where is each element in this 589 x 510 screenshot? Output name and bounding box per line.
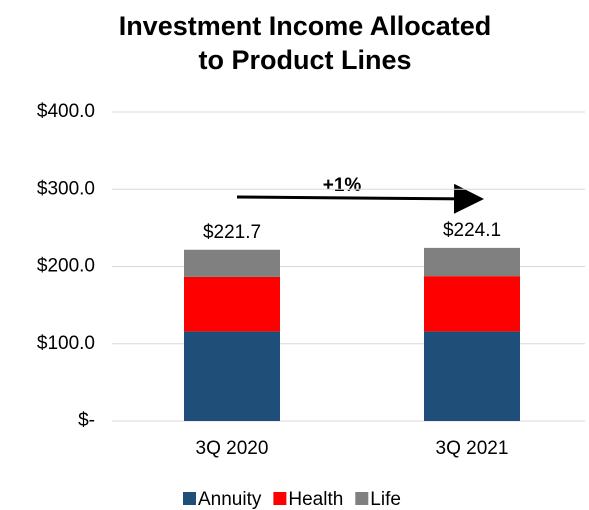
total-label: $221.7 bbox=[203, 222, 261, 243]
chart-title: to Product Lines bbox=[198, 45, 411, 75]
legend-label: Health bbox=[288, 489, 343, 510]
x-tick-label: 3Q 2020 bbox=[196, 438, 269, 459]
y-tick-label: $400.0 bbox=[37, 101, 95, 122]
bar-segment bbox=[424, 276, 520, 332]
y-tick-label: $200.0 bbox=[37, 256, 95, 277]
y-tick-label: $300.0 bbox=[37, 178, 95, 199]
bar-segment bbox=[424, 247, 520, 277]
total-label: $224.1 bbox=[443, 220, 501, 241]
legend-swatch bbox=[355, 492, 369, 505]
x-tick-label: 3Q 2021 bbox=[436, 438, 509, 459]
y-tick-label: $100.0 bbox=[37, 333, 95, 354]
bar-segment bbox=[184, 331, 280, 421]
chart-title: Investment Income Allocated bbox=[119, 11, 492, 41]
legend-label: Annuity bbox=[198, 489, 262, 510]
y-tick-label: $- bbox=[78, 410, 95, 431]
legend-swatch bbox=[183, 492, 196, 505]
bar-segment bbox=[184, 276, 280, 332]
legend-label: Life bbox=[370, 489, 401, 510]
bar-segment bbox=[424, 331, 520, 421]
annotation: +1% bbox=[323, 175, 362, 196]
trend-arrow bbox=[236, 183, 484, 214]
legend-swatch bbox=[273, 492, 287, 505]
bar-segment bbox=[184, 249, 280, 277]
